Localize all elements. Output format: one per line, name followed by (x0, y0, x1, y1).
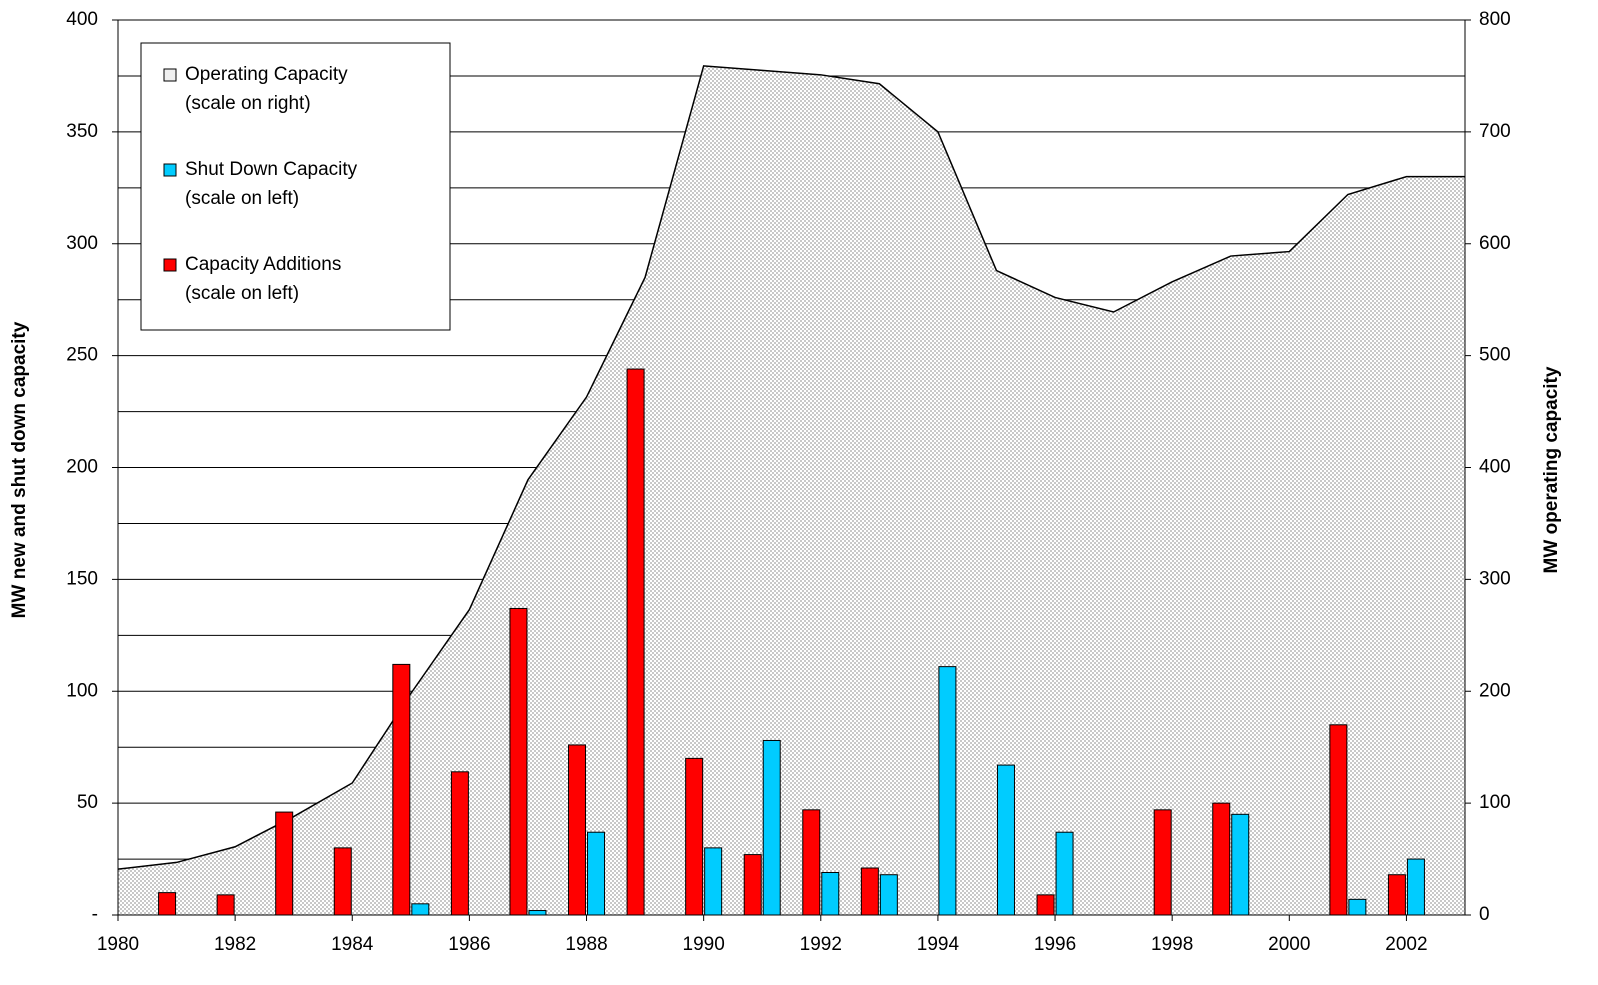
bar (450, 771, 469, 916)
legend-swatch (163, 163, 177, 177)
y2-tick-label: 200 (1479, 680, 1511, 701)
x-tick-label: 1992 (800, 934, 842, 955)
bar (333, 847, 352, 916)
y-tick-label: 350 (66, 121, 98, 142)
bar (411, 903, 430, 916)
bar (1231, 813, 1250, 916)
bar (1329, 724, 1348, 916)
x-tick-label: 1984 (331, 934, 374, 955)
legend-label: Operating Capacity (185, 64, 348, 85)
bar (587, 831, 606, 916)
y2-tick-label: 400 (1479, 457, 1511, 478)
legend-swatch (163, 68, 177, 82)
bar (509, 607, 528, 916)
bar (860, 867, 879, 916)
bar (762, 739, 781, 916)
x-tick-label: 1988 (565, 934, 607, 955)
bar (1212, 802, 1231, 916)
bar (685, 757, 704, 916)
legend-label: Shut Down Capacity (185, 159, 358, 180)
y2-axis-label: MW operating capacity (1541, 366, 1562, 573)
x-tick-label: 1998 (1151, 934, 1193, 955)
y-tick-label: 300 (66, 233, 98, 254)
area-line (117, 65, 1465, 870)
y2-tick-label: 300 (1479, 568, 1511, 589)
y-tick-label: 50 (77, 792, 98, 813)
y2-tick-label: 500 (1479, 345, 1511, 366)
y2-tick-label: 0 (1479, 904, 1490, 925)
bar (879, 874, 898, 916)
bar (743, 854, 762, 916)
bar (1036, 894, 1055, 916)
bar (1055, 831, 1074, 916)
x-tick-label: 1986 (448, 934, 490, 955)
bar (1406, 858, 1425, 916)
bar (938, 666, 957, 916)
y2-tick-label: 700 (1479, 121, 1511, 142)
legend-note: (scale on left) (185, 188, 299, 209)
x-tick-label: 1980 (97, 934, 139, 955)
y-tick-label: 150 (66, 568, 98, 589)
y-tick-label: 250 (66, 345, 98, 366)
legend-swatch (163, 258, 177, 272)
y2-tick-label: 800 (1479, 9, 1511, 30)
x-tick-label: 1982 (214, 934, 256, 955)
legend-note: (scale on right) (185, 93, 311, 114)
y-tick-label: 400 (66, 9, 98, 30)
bar (392, 663, 411, 916)
y2-tick-label: 600 (1479, 233, 1511, 254)
bar (158, 892, 177, 916)
x-tick-label: 2002 (1385, 934, 1427, 955)
x-tick-label: 1990 (683, 934, 725, 955)
x-tick-label: 1996 (1034, 934, 1076, 955)
bar (996, 764, 1015, 916)
legend-label: Capacity Additions (185, 254, 341, 275)
y-tick-label: 200 (66, 457, 98, 478)
y-tick-label: 100 (66, 680, 98, 701)
bar (821, 871, 840, 916)
area (118, 65, 1465, 915)
bar (1387, 874, 1406, 916)
y-axis-label: MW new and shut down capacity (9, 321, 30, 618)
bar (275, 811, 294, 916)
x-tick-label: 2000 (1268, 934, 1310, 955)
bar (216, 894, 235, 916)
bar (568, 744, 587, 916)
bar (528, 910, 547, 916)
legend-box (140, 42, 451, 331)
y2-tick-label: 100 (1479, 792, 1511, 813)
bar (802, 809, 821, 916)
y-tick-label: - (92, 904, 98, 925)
x-tick-label: 1994 (917, 934, 960, 955)
bar (704, 847, 723, 916)
bar (1348, 898, 1367, 916)
legend-note: (scale on left) (185, 283, 299, 304)
bar (626, 368, 645, 916)
bar (1153, 809, 1172, 916)
